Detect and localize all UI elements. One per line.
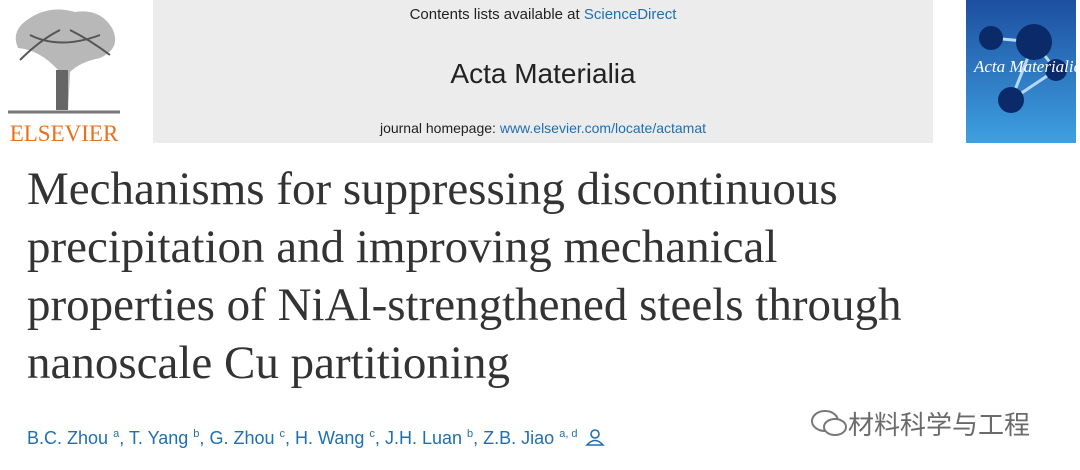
author-list: B.C. Zhou a, T. Yang b, G. Zhou c, H. Wa… — [27, 428, 606, 449]
homepage-url[interactable]: www.elsevier.com/locate/actamat — [499, 120, 707, 136]
title-line: nanoscale Cu partitioning — [27, 337, 510, 389]
contents-prefix: Contents lists available at — [409, 6, 580, 23]
journal-cover: Acta Materialia — [966, 0, 1076, 143]
author-affiliation: a, d — [559, 428, 578, 440]
author-name[interactable]: J.H. Luan — [384, 428, 462, 448]
author-name[interactable]: Z.B. Jiao — [483, 428, 555, 448]
watermark: 材料科学与工程 — [810, 405, 1030, 442]
author-affiliation: b — [193, 428, 200, 440]
wechat-icon — [811, 410, 847, 436]
homepage-label: journal homepage: — [379, 120, 496, 136]
journal-name: Acta Materialia — [450, 58, 636, 89]
title-line: precipitation and improving mechanical — [27, 221, 778, 273]
author-separator: , — [199, 428, 205, 448]
author-separator: , — [473, 428, 479, 448]
publisher: ELSEVIER — [10, 121, 119, 146]
author-separator: , — [119, 428, 125, 448]
elsevier-logo: ELSEVIER — [6, 6, 124, 146]
homepage-line: journal homepage: www.elsevier.com/locat… — [153, 120, 933, 136]
watermark-text: 材料科学与工程 — [848, 410, 1031, 440]
title-line: Mechanisms for suppressing discontinuous — [27, 163, 838, 215]
author-name[interactable]: T. Yang — [128, 428, 189, 448]
author-name[interactable]: B.C. Zhou — [27, 428, 109, 448]
author-affiliation: a — [113, 428, 120, 440]
author-affiliation: c — [369, 428, 375, 440]
author-affiliation: b — [467, 428, 474, 440]
title-line: properties of NiAl-strengthened steels t… — [27, 279, 902, 331]
author-affiliation: c — [279, 428, 286, 440]
contents-line: Contents lists available at ScienceDirec… — [153, 6, 933, 23]
author-separator: , — [285, 428, 291, 448]
author-name[interactable]: H. Wang — [295, 428, 365, 448]
article-title: Mechanisms for suppressing discontinuous… — [27, 160, 902, 392]
sciencedirect-link[interactable]: ScienceDirect — [583, 6, 677, 23]
cover-title: Acta Materialia — [973, 57, 1076, 76]
author-separator: , — [374, 428, 380, 448]
author-name[interactable]: G. Zhou — [209, 428, 275, 448]
person-icon[interactable] — [584, 428, 606, 446]
journal-header: Contents lists available at ScienceDirec… — [153, 0, 933, 143]
